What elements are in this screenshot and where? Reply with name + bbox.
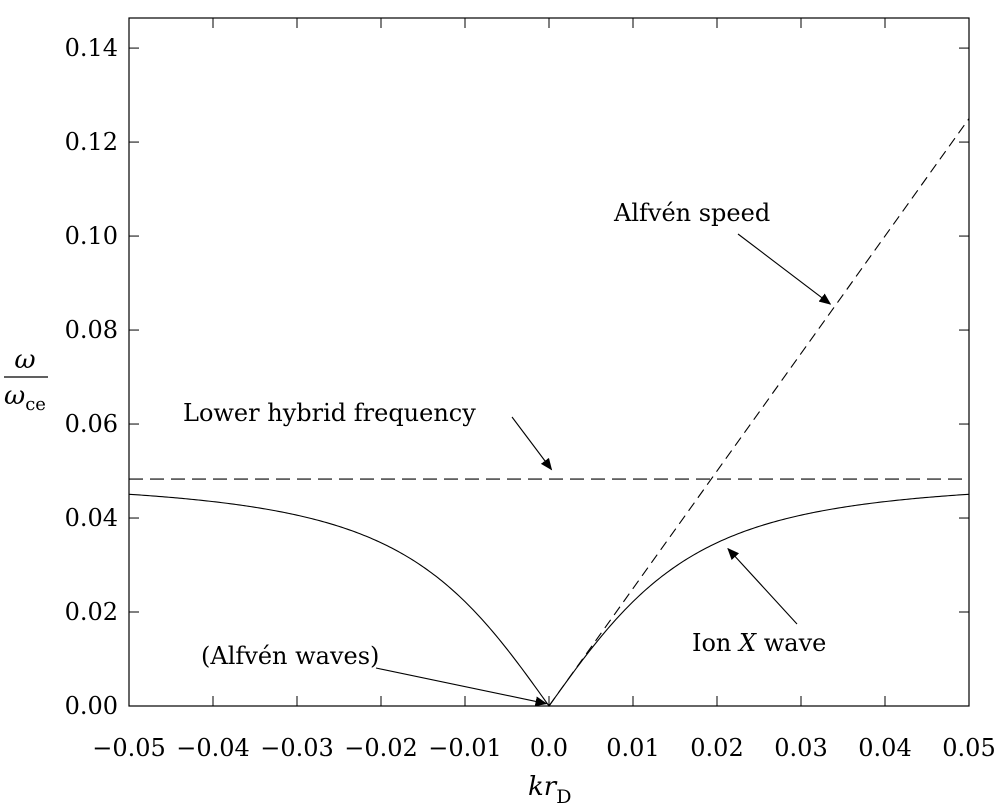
y-axis-label: ω ωce [4,345,48,415]
annotation-ion-x-wave-label: Ion X wave [692,629,826,657]
x-tick-label: 0.05 [942,734,995,762]
y-tick-label: 0.14 [65,34,118,62]
series-alfv-n-speed [548,118,970,707]
y-axis-ticks: 0.00 0.02 0.04 0.06 0.08 0.10 0.12 0.14 [65,34,969,720]
annotation-layer: Alfvén speed Lower hybrid frequency (Alfvé… [183,199,832,707]
y-axis-label-denominator: ωce [4,381,46,415]
annotation-lower-hybrid-frequency-arrow [511,416,553,471]
annotation-alfven-speed-arrow [737,233,832,305]
x-tick-label: 0.04 [858,734,911,762]
series-layer [128,118,970,707]
x-axis-ticks: −0.05 −0.04 −0.03 −0.02 −0.01 0.0 0.01 0.02 0.03… [92,18,996,762]
x-tick-label: 0.03 [774,734,827,762]
annotation-alfven-waves-arrow [375,667,548,707]
x-tick-label: −0.05 [92,734,166,762]
x-tick-label: −0.04 [176,734,250,762]
x-tick-label: 0.01 [606,734,659,762]
x-tick-label: −0.01 [428,734,502,762]
x-axis-label-subscript: D [556,786,571,807]
x-tick-label: −0.02 [344,734,418,762]
annotation-lower-hybrid-frequency-label: Lower hybrid frequency [183,399,476,427]
y-tick-label: 0.12 [65,128,118,156]
y-tick-label: 0.10 [65,222,118,250]
x-tick-label: 0.0 [530,734,568,762]
y-tick-label: 0.00 [65,692,118,720]
x-axis-label: krD [528,772,571,807]
y-axis-label-numerator: ω [14,345,35,375]
x-tick-label: 0.02 [690,734,743,762]
annotation-alfven-waves-label: (Alfvén waves) [201,642,379,670]
y-axis-label-denominator-subscript: ce [25,394,46,415]
plot-frame [128,17,970,707]
y-tick-label: 0.08 [65,316,118,344]
y-tick-label: 0.04 [65,504,118,532]
x-tick-label: −0.03 [260,734,334,762]
annotation-alfven-speed-label: Alfvén speed [613,199,770,227]
annotation-ion-x-wave-arrow [727,547,798,625]
series-ion-x-wave [128,493,970,707]
y-tick-label: 0.02 [65,598,118,626]
y-tick-label: 0.06 [65,410,118,438]
